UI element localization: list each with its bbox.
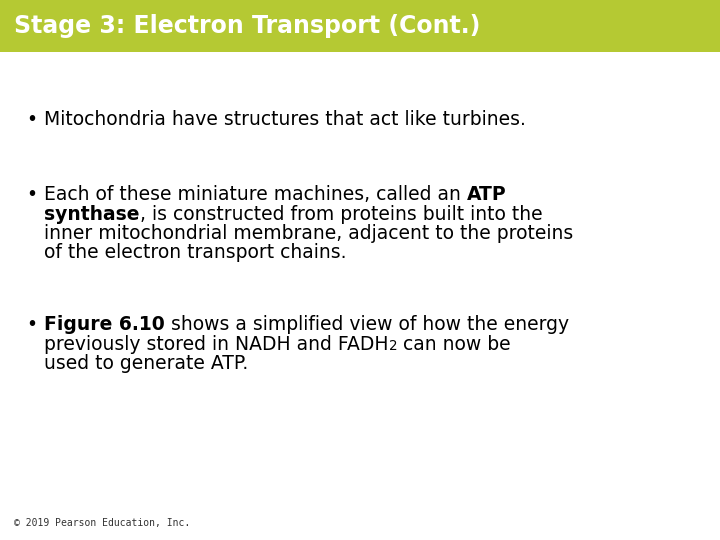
Text: ATP: ATP — [467, 185, 506, 204]
Text: •: • — [26, 110, 37, 129]
Text: of the electron transport chains.: of the electron transport chains. — [44, 244, 346, 262]
Text: used to generate ATP.: used to generate ATP. — [44, 354, 248, 373]
Text: shows a simplified view of how the energy: shows a simplified view of how the energ… — [165, 315, 569, 334]
Text: 2: 2 — [389, 339, 397, 353]
Text: •: • — [26, 185, 37, 204]
Text: previously stored in NADH and FADH: previously stored in NADH and FADH — [44, 334, 389, 354]
Text: •: • — [26, 315, 37, 334]
Text: Stage 3: Electron Transport (Cont.): Stage 3: Electron Transport (Cont.) — [14, 14, 480, 38]
Text: Figure 6.10: Figure 6.10 — [44, 315, 165, 334]
Bar — [0, 0, 720, 52]
Text: Mitochondria have structures that act like turbines.: Mitochondria have structures that act li… — [44, 110, 526, 129]
Text: can now be: can now be — [397, 334, 510, 354]
Text: inner mitochondrial membrane, adjacent to the proteins: inner mitochondrial membrane, adjacent t… — [44, 224, 573, 243]
Text: Each of these miniature machines, called an: Each of these miniature machines, called… — [44, 185, 467, 204]
Text: , is constructed from proteins built into the: , is constructed from proteins built int… — [140, 205, 542, 224]
Text: synthase: synthase — [44, 205, 140, 224]
Text: © 2019 Pearson Education, Inc.: © 2019 Pearson Education, Inc. — [14, 518, 190, 528]
